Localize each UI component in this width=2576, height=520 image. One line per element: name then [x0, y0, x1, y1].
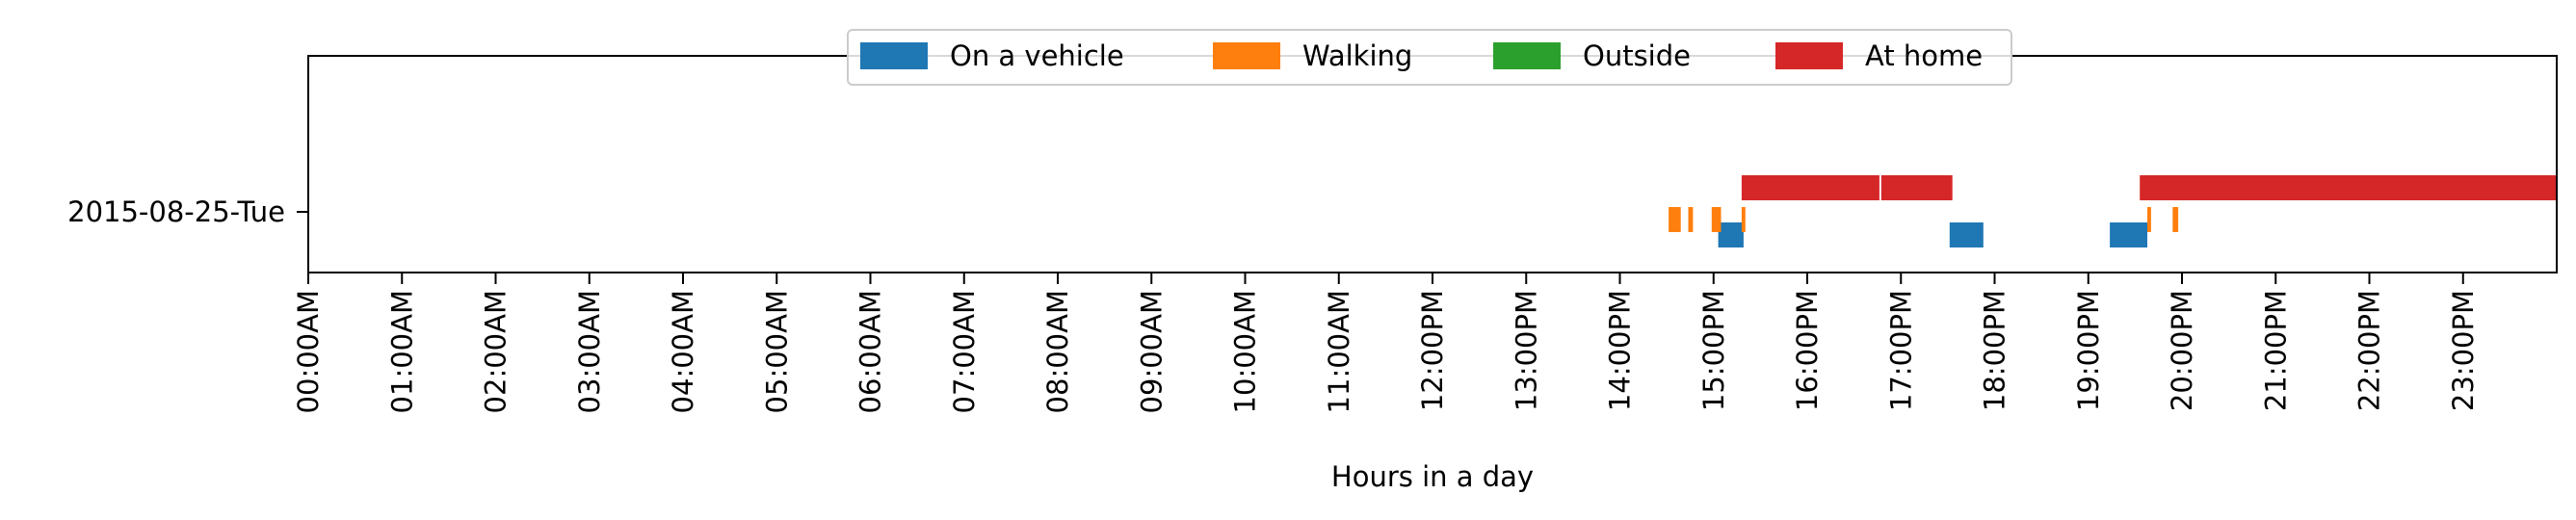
bar-walking-0 — [1669, 207, 1681, 232]
x-tick-label-18: 18:00PM — [1979, 290, 2011, 411]
bar-at-home-1 — [1880, 175, 1953, 200]
x-tick-label-11: 11:00AM — [1323, 290, 1355, 413]
x-tick-label-8: 08:00AM — [1041, 290, 1074, 413]
bar-walking-2 — [1711, 207, 1722, 232]
x-tick-label-21: 21:00PM — [2259, 290, 2292, 411]
bar-walking-5 — [2172, 207, 2179, 232]
x-tick-label-5: 05:00AM — [760, 290, 793, 413]
x-tick-label-20: 20:00PM — [2166, 290, 2198, 411]
x-tick-label-3: 03:00AM — [573, 290, 606, 413]
x-tick-label-13: 13:00PM — [1510, 290, 1542, 411]
x-tick-label-12: 12:00PM — [1416, 290, 1449, 411]
x-tick-label-4: 04:00AM — [667, 290, 699, 413]
x-tick-label-17: 17:00PM — [1884, 290, 1917, 411]
y-tick-label-0: 2015-08-25-Tue — [67, 195, 285, 228]
x-tick-label-23: 23:00PM — [2447, 290, 2480, 411]
x-tick-label-1: 01:00AM — [385, 290, 418, 413]
bars-layer — [1669, 175, 2557, 247]
y-axis: 2015-08-25-Tue — [67, 195, 308, 228]
legend-swatch-on-a-vehicle — [860, 42, 928, 69]
bar-at-home-0 — [1741, 175, 1879, 200]
x-axis-label: Hours in a day — [1331, 460, 1534, 493]
x-tick-label-14: 14:00PM — [1604, 290, 1637, 411]
legend-swatch-outside — [1493, 42, 1561, 69]
bar-on-a-vehicle-1 — [1949, 222, 1984, 247]
bar-walking-1 — [1688, 207, 1694, 232]
x-tick-label-15: 15:00PM — [1697, 290, 1730, 411]
bar-at-home-2 — [2140, 175, 2557, 200]
legend-label-outside: Outside — [1583, 39, 1691, 72]
legend: On a vehicle Walking Outside At home — [847, 29, 2012, 86]
x-tick-label-19: 19:00PM — [2072, 290, 2105, 411]
x-tick-label-6: 06:00AM — [854, 290, 887, 413]
x-tick-label-16: 16:00PM — [1791, 290, 1824, 411]
legend-swatch-walking — [1213, 42, 1280, 69]
x-tick-label-9: 09:00AM — [1135, 290, 1168, 413]
x-axis: 00:00AM 01:00AM 02:00AM 03:00AM 04:00AM 05:00… — [292, 273, 2480, 413]
x-tick-label-2: 02:00AM — [480, 290, 513, 413]
bar-walking-4 — [2147, 207, 2151, 232]
legend-label-at-home: At home — [1865, 39, 1983, 72]
legend-label-walking: Walking — [1302, 39, 1412, 72]
bar-on-a-vehicle-2 — [2110, 222, 2147, 247]
x-tick-label-0: 00:00AM — [292, 290, 325, 413]
x-tick-label-10: 10:00AM — [1229, 290, 1262, 413]
legend-label-on-a-vehicle: On a vehicle — [950, 39, 1124, 72]
legend-box — [847, 29, 2012, 86]
x-tick-label-22: 22:00PM — [2353, 290, 2386, 411]
plot-frame — [307, 55, 2558, 273]
bar-walking-3 — [1741, 207, 1746, 232]
bar-on-a-vehicle-0 — [1718, 222, 1744, 247]
x-tick-label-7: 07:00AM — [948, 290, 981, 413]
legend-swatch-at-home — [1775, 42, 1843, 69]
